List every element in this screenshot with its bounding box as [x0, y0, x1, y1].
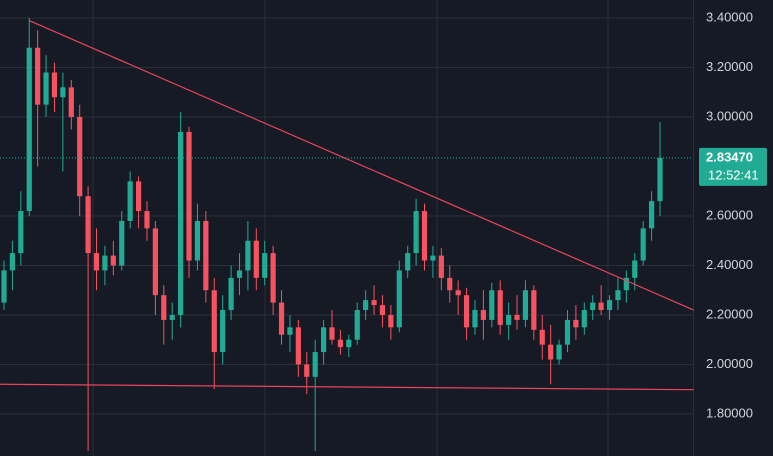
candle-body	[556, 344, 562, 360]
candle-body	[648, 201, 655, 229]
candle-body	[144, 211, 150, 229]
candle-body	[581, 310, 587, 328]
candle-body	[102, 255, 108, 271]
candle-body	[573, 319, 579, 328]
y-tick-label: 3.40000	[706, 9, 753, 24]
candle-body	[93, 253, 100, 271]
candle-body	[539, 329, 545, 345]
candle-body	[60, 87, 66, 98]
candle-body	[531, 290, 537, 330]
candle-body	[346, 339, 352, 348]
candle-body	[178, 131, 184, 315]
candle-body	[1, 270, 7, 303]
candle-body	[564, 319, 571, 345]
countdown: 12:52:41	[708, 167, 759, 182]
trendline	[28, 19, 694, 311]
candle-body	[119, 220, 125, 266]
candle-body	[405, 253, 411, 271]
candle-body	[228, 277, 234, 311]
candle-body	[363, 300, 369, 311]
y-tick-label: 3.20000	[706, 59, 753, 74]
candle-body	[262, 253, 268, 278]
candle-body	[51, 72, 58, 98]
candle-body	[161, 295, 167, 320]
candle-body	[35, 47, 41, 105]
candle-body	[152, 228, 158, 296]
y-tick-label: 2.60000	[706, 207, 753, 222]
candle-body	[186, 131, 192, 261]
candle-body	[26, 47, 32, 212]
candle-body	[278, 302, 285, 335]
candle-body	[455, 290, 461, 296]
candle-body	[421, 211, 428, 261]
candle-body	[623, 277, 629, 291]
candle-body	[354, 310, 360, 340]
candle-body	[304, 364, 310, 377]
y-tick-label: 1.80000	[706, 405, 753, 420]
candle-body	[68, 87, 74, 118]
y-tick-label: 3.00000	[706, 108, 753, 123]
y-tick-label: 2.40000	[706, 257, 753, 272]
candle-body	[9, 253, 16, 271]
candle-body	[615, 290, 621, 301]
candle-body	[253, 240, 259, 278]
candle-body	[135, 181, 142, 212]
candle-body	[169, 314, 175, 320]
candle-body	[295, 327, 301, 365]
candle-body	[43, 72, 49, 105]
candle-body	[590, 302, 596, 311]
candle-body	[85, 196, 91, 254]
trendline	[0, 383, 694, 391]
last-price-box	[699, 147, 767, 186]
candle-body	[110, 255, 116, 266]
candle-body	[127, 181, 133, 221]
last-price-label: 2.83470	[706, 149, 753, 164]
candle-body	[320, 327, 327, 353]
candle-body	[337, 339, 344, 348]
candle-body	[430, 255, 436, 261]
candle-body	[640, 228, 646, 261]
candle-body	[657, 157, 663, 202]
candle-body	[77, 117, 83, 197]
y-tick-label: 2.00000	[706, 356, 753, 371]
candle-body	[236, 270, 243, 278]
candle-body	[413, 211, 419, 254]
candle-body	[598, 302, 604, 311]
candle-body	[632, 260, 638, 278]
candle-body	[497, 290, 503, 325]
candle-body	[514, 314, 520, 320]
candle-body	[211, 290, 217, 353]
candle-body	[447, 277, 453, 291]
candle-body	[18, 211, 24, 254]
candle-body	[194, 220, 201, 261]
candle-body	[548, 344, 554, 360]
candle-body	[287, 327, 293, 335]
candle-body	[220, 310, 226, 353]
candle-body	[489, 290, 495, 320]
y-tick-label: 2.20000	[706, 306, 753, 321]
candle-body	[329, 327, 335, 340]
candle-body	[203, 220, 209, 291]
candle-body	[312, 352, 318, 377]
candle-body	[606, 300, 613, 311]
candle-body	[371, 300, 377, 306]
candle-body	[463, 295, 470, 328]
candle-body	[506, 314, 512, 325]
candle-body	[396, 270, 402, 328]
candle-body	[379, 305, 386, 315]
candle-body	[480, 310, 486, 320]
candle-body	[472, 310, 478, 328]
candle-body	[270, 253, 276, 303]
candle-body	[522, 290, 529, 320]
candle-body	[245, 240, 251, 271]
vertical-grid	[92, 0, 609, 456]
candle-body	[388, 314, 394, 328]
candle-body	[438, 255, 444, 278]
